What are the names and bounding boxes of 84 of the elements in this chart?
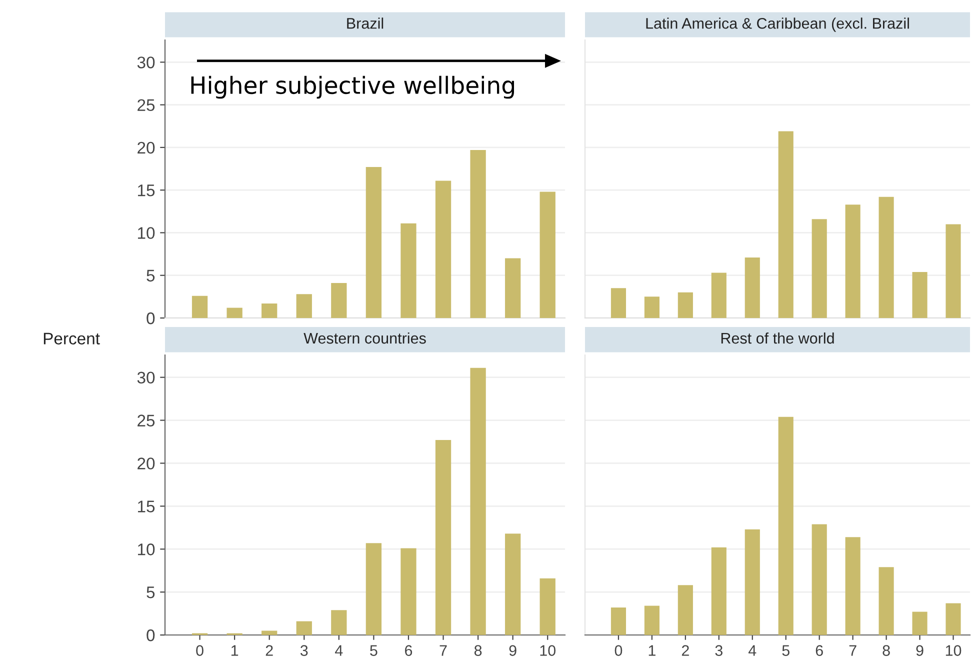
x-tick-label: 9: [916, 645, 924, 656]
chart-title: Brazil: [347, 18, 384, 29]
bar: [540, 192, 556, 318]
x-tick-label: 3: [715, 645, 722, 656]
bar: [778, 416, 794, 635]
x-tick-label: 8: [882, 645, 890, 656]
x-tick-label: 0: [196, 645, 204, 656]
y-tick-label: 25: [138, 414, 155, 426]
bar: [912, 612, 928, 635]
y-tick-label: 15: [138, 500, 155, 512]
chart-title: Western countries: [304, 332, 426, 344]
bar: [678, 585, 693, 635]
bar: [878, 567, 894, 635]
bar: [331, 283, 347, 318]
bar: [778, 131, 794, 318]
y-tick-label: 15: [138, 184, 155, 196]
x-tick-label: 5: [782, 645, 790, 656]
bar: [540, 578, 556, 635]
bar: [505, 534, 521, 635]
y-tick-label: 30: [137, 56, 155, 68]
y-tick-label: 10: [138, 227, 155, 239]
x-tick-label: 1: [648, 645, 656, 656]
bar: [812, 524, 827, 635]
bar: [296, 294, 312, 318]
y-tick-label: 10: [138, 544, 155, 556]
bar: [226, 308, 242, 318]
bar: [262, 630, 278, 635]
x-tick-label: 10: [946, 645, 962, 656]
x-tick-label: 9: [509, 645, 516, 656]
y-axis-title: Percent: [44, 332, 100, 344]
bar: [711, 547, 726, 635]
bar: [192, 296, 208, 318]
bar: [644, 606, 660, 635]
chart-title: Latin America & Caribbean (excl. Brazil: [646, 18, 909, 32]
bar: [812, 219, 827, 318]
annotation: Higher subjective wellbeing: [191, 76, 514, 99]
bar: [366, 167, 382, 318]
x-tick-label: 7: [440, 645, 447, 656]
x-tick-label: 3: [300, 645, 308, 656]
bar: [878, 196, 894, 318]
bar: [644, 296, 660, 318]
x-tick-label: 0: [614, 645, 622, 656]
x-tick-label: 4: [335, 645, 343, 656]
bar: [262, 304, 278, 318]
bar: [946, 603, 961, 635]
bar: [845, 537, 860, 635]
bar: [470, 150, 486, 318]
y-tick-label: 0: [146, 312, 155, 324]
x-tick-label: 5: [370, 645, 378, 656]
x-tick-label: 7: [849, 645, 856, 656]
x-tick-label: 2: [266, 645, 273, 656]
bar: [946, 224, 961, 318]
bar: [400, 223, 416, 318]
bar: [678, 292, 693, 318]
y-tick-label: 25: [138, 99, 155, 112]
bar: [912, 272, 928, 318]
bar: [470, 368, 486, 635]
bar: [610, 288, 626, 318]
bar: [711, 272, 726, 318]
x-tick-label: 4: [748, 645, 756, 656]
bar: [435, 440, 452, 635]
bar: [610, 608, 626, 635]
bar: [744, 529, 760, 635]
bar: [505, 258, 521, 318]
bar: [366, 543, 382, 635]
x-tick-label: 2: [682, 645, 689, 656]
y-tick-label: 5: [146, 270, 155, 282]
x-tick-label: 6: [405, 645, 412, 656]
bar: [435, 180, 452, 318]
bar: [845, 204, 860, 318]
x-tick-label: 6: [816, 645, 823, 656]
bar: [331, 610, 347, 635]
bar: [296, 621, 312, 635]
bar: [744, 257, 760, 318]
y-tick-label: 20: [138, 458, 155, 470]
bar: [400, 548, 416, 635]
y-tick-label: 30: [137, 372, 155, 384]
x-tick-label: 10: [540, 645, 556, 656]
y-tick-label: 20: [138, 142, 155, 154]
y-tick-label: 0: [146, 629, 155, 642]
x-tick-label: 1: [231, 645, 238, 656]
y-tick-label: 5: [146, 586, 155, 598]
x-tick-label: 8: [474, 645, 482, 656]
chart-title: Rest of the world: [721, 332, 834, 344]
